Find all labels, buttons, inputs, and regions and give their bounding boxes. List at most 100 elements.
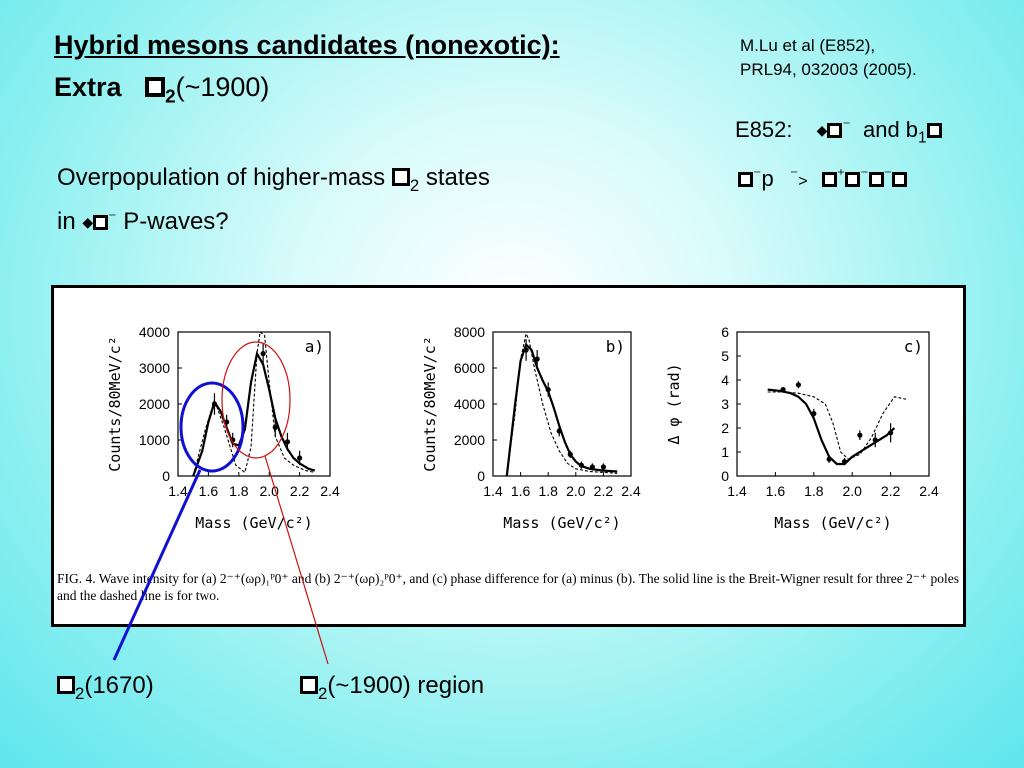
x-tick-label: 1.4 bbox=[727, 483, 747, 499]
fit-dashed-line bbox=[506, 332, 618, 477]
x-tick-label: 2.0 bbox=[842, 483, 862, 499]
label-pi2-1900: 2(~1900) region bbox=[300, 672, 484, 704]
x-tick-label: 2.2 bbox=[594, 483, 614, 499]
x-tick-label: 2.4 bbox=[919, 483, 939, 499]
label1-text: (1670) bbox=[84, 672, 154, 699]
callout-line-1900 bbox=[264, 455, 329, 665]
label2-text: (~1900) region bbox=[327, 672, 485, 699]
y-tick-label: 3000 bbox=[139, 360, 170, 376]
data-point bbox=[857, 432, 863, 438]
minus-icon: ⁻ bbox=[789, 167, 799, 184]
fit-solid-line bbox=[505, 342, 618, 477]
question-sub: 2 bbox=[409, 175, 420, 195]
x-tick-label: 1.4 bbox=[483, 483, 503, 499]
x-tick-label: 1.6 bbox=[199, 483, 219, 499]
fit-dashed-line bbox=[192, 330, 315, 477]
rho-symbol-icon bbox=[93, 215, 109, 230]
pi-symbol-icon bbox=[821, 172, 837, 187]
data-point bbox=[284, 439, 291, 445]
rho-symbol-icon bbox=[827, 123, 843, 138]
figure-caption: FIG. 4. Wave intensity for (a) 2⁻⁺(ωρ)₁ᴾ… bbox=[57, 571, 959, 603]
pi-symbol-icon bbox=[57, 676, 75, 694]
e852-and: and b bbox=[862, 117, 919, 142]
y-tick-label: 8000 bbox=[454, 324, 485, 340]
pi-symbol-icon bbox=[145, 77, 166, 97]
slide-subtitle: Extra 2(~1900) bbox=[54, 72, 269, 108]
figure-box: 1.4 1.6 1.8 2.0 2.2 2.4 0 1000 2000 3000 4000 Mass … bbox=[51, 285, 966, 627]
e852-label: E852: bbox=[735, 117, 793, 142]
y-tick-label: 6 bbox=[721, 324, 729, 340]
question-pwaves: P-waves? bbox=[123, 208, 229, 235]
label1-sub: 2 bbox=[75, 683, 85, 703]
pi-symbol-icon bbox=[926, 123, 942, 138]
pi-symbol-icon bbox=[892, 172, 908, 187]
panel-label: b) bbox=[606, 337, 625, 356]
subtitle-sub: 2 bbox=[165, 86, 176, 108]
question-line2: in ◆ ⁻ P-waves? bbox=[57, 208, 229, 236]
panel-label: a) bbox=[305, 337, 324, 356]
charge-minus-icon: ⁻ bbox=[842, 118, 851, 135]
y-tick-label: 1 bbox=[721, 444, 729, 460]
reaction-proton: p bbox=[761, 166, 774, 191]
pi-symbol-icon bbox=[391, 168, 410, 186]
e852-sub: 1 bbox=[918, 129, 927, 147]
x-tick-label: 1.6 bbox=[766, 483, 786, 499]
x-tick-label: 1.8 bbox=[538, 483, 558, 499]
data-point bbox=[600, 464, 607, 470]
y-tick-label: 6000 bbox=[454, 360, 485, 376]
reference-line2: PRL94, 032003 (2005). bbox=[740, 60, 917, 79]
pi-symbol-icon bbox=[868, 172, 884, 187]
e852-line: E852: ◆ ⁻ and b1 bbox=[735, 116, 942, 147]
y-tick-label: 4 bbox=[721, 372, 729, 388]
question-states: states bbox=[425, 164, 490, 191]
reference: M.Lu et al (E852), PRL94, 032003 (2005). bbox=[740, 34, 917, 82]
y-axis-label: Δ φ (rad) bbox=[665, 363, 683, 444]
y-tick-label: 0 bbox=[162, 468, 170, 484]
y-tick-label: 3 bbox=[721, 396, 729, 412]
x-tick-label: 2.2 bbox=[290, 483, 310, 499]
label2-sub: 2 bbox=[318, 683, 328, 703]
x-tick-label: 1.4 bbox=[168, 483, 188, 499]
omega-symbol-icon: ◆ bbox=[816, 122, 828, 138]
data-point bbox=[297, 455, 303, 461]
x-tick-label: 2.4 bbox=[320, 483, 340, 499]
y-tick-label: 4000 bbox=[139, 324, 170, 340]
subtitle-mass: (~1900) bbox=[175, 72, 270, 102]
y-axis-label: Counts/80MeV/c² bbox=[421, 336, 439, 471]
x-tick-label: 2.0 bbox=[566, 483, 586, 499]
reference-line1: M.Lu et al (E852), bbox=[740, 36, 876, 55]
arrow-icon: > bbox=[798, 173, 808, 190]
charge-minus-icon: ⁻ bbox=[108, 210, 117, 227]
pi-symbol-icon bbox=[738, 172, 753, 187]
x-tick-label: 2.4 bbox=[621, 483, 641, 499]
omega-symbol-icon: ◆ bbox=[82, 214, 94, 230]
y-tick-label: 1000 bbox=[139, 432, 170, 448]
data-point bbox=[795, 382, 802, 388]
y-tick-label: 0 bbox=[721, 468, 729, 484]
callout-line-1670 bbox=[112, 469, 202, 661]
callout-circle-1670 bbox=[179, 381, 245, 473]
charge-minus-icon: ⁻ bbox=[860, 167, 869, 184]
x-tick-label: 1.6 bbox=[511, 483, 531, 499]
subtitle-extra: Extra bbox=[54, 72, 122, 102]
callout-circle-1900 bbox=[221, 341, 291, 459]
y-tick-label: 5 bbox=[721, 348, 729, 364]
fit-dashed-line bbox=[767, 391, 907, 460]
x-tick-label: 2.2 bbox=[881, 483, 901, 499]
x-tick-label: 1.8 bbox=[804, 483, 824, 499]
y-tick-label: 4000 bbox=[454, 396, 485, 412]
data-point bbox=[260, 351, 266, 357]
label-pi2-1670: 2(1670) bbox=[57, 672, 154, 704]
question-text1: Overpopulation of higher-mass bbox=[57, 164, 386, 191]
slide-title: Hybrid mesons candidates (nonexotic): bbox=[54, 30, 560, 60]
panel-label: c) bbox=[904, 337, 923, 356]
fit-solid-line bbox=[767, 388, 896, 466]
figure-plots: 1.4 1.6 1.8 2.0 2.2 2.4 0 1000 2000 3000 4000 Mass … bbox=[106, 324, 939, 532]
pi-symbol-icon bbox=[845, 172, 861, 187]
x-axis-label: Mass (GeV/c²) bbox=[774, 514, 891, 532]
y-tick-label: 2000 bbox=[139, 396, 170, 412]
y-tick-label: 2000 bbox=[454, 432, 485, 448]
y-tick-label: 2 bbox=[721, 420, 729, 436]
question-in: in bbox=[57, 208, 76, 235]
